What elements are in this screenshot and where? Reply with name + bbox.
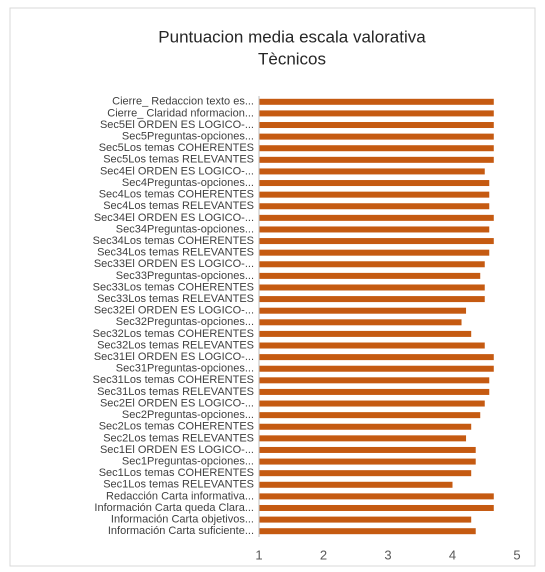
bar xyxy=(259,98,494,105)
y-tick-label: Cierre_ Claridad nformacion... xyxy=(107,107,254,119)
y-tick-label: Sec34Los temas COHERENTES xyxy=(93,235,254,247)
bar xyxy=(259,481,453,488)
bar xyxy=(259,180,490,187)
chart-title: Puntuacion media escala valorativa xyxy=(158,27,426,46)
bar xyxy=(259,133,494,140)
y-tick-label: Sec1Preguntas-opciones... xyxy=(122,455,254,467)
y-tick-label: Sec31Los temas COHERENTES xyxy=(93,374,254,386)
bar xyxy=(259,504,494,511)
y-tick-label: Sec33El ORDEN ES LOGICO-... xyxy=(94,258,254,270)
bar xyxy=(259,226,490,233)
y-tick-label: Sec32Preguntas-opciones... xyxy=(116,316,254,328)
bar xyxy=(259,272,481,279)
y-tick-label: Sec31El ORDEN ES LOGICO-... xyxy=(94,351,254,363)
bar xyxy=(259,412,481,419)
y-tick-label: Redacción Carta informativa... xyxy=(106,490,254,502)
bar xyxy=(259,446,476,453)
bar xyxy=(259,249,490,256)
y-tick-label: Sec2Preguntas-opciones... xyxy=(122,409,254,421)
bar xyxy=(259,191,490,198)
bar xyxy=(259,307,467,314)
y-tick-label: Sec33Los temas COHERENTES xyxy=(93,281,254,293)
bar xyxy=(259,342,485,349)
bar xyxy=(259,156,494,163)
bar xyxy=(259,516,472,523)
y-tick-label: Sec2Los temas COHERENTES xyxy=(99,421,254,433)
bar xyxy=(259,365,494,372)
bar xyxy=(259,168,485,175)
x-tick-label: 5 xyxy=(513,547,520,562)
bar xyxy=(259,458,476,465)
bar xyxy=(259,423,472,430)
bar xyxy=(259,330,472,337)
y-tick-label: Sec5El ORDEN ES LOGICO-... xyxy=(100,119,254,131)
bar xyxy=(259,296,485,303)
x-tick-label: 3 xyxy=(384,547,391,562)
y-tick-label: Sec4El ORDEN ES LOGICO-... xyxy=(100,165,254,177)
bar xyxy=(259,493,494,500)
bar xyxy=(259,354,494,361)
x-tick-label: 2 xyxy=(320,547,327,562)
y-tick-label: Sec4Preguntas-opciones... xyxy=(122,177,254,189)
bar xyxy=(259,203,490,210)
bar xyxy=(259,284,485,291)
y-tick-label: Sec31Los temas RELEVANTES xyxy=(97,386,254,398)
y-tick-label: Cierre_ Redaccion texto es... xyxy=(112,96,254,108)
bar xyxy=(259,261,485,268)
y-tick-label: Sec1Los temas RELEVANTES xyxy=(103,479,254,491)
y-tick-label: Sec34Los temas RELEVANTES xyxy=(97,247,254,259)
y-tick-label: Sec5Preguntas-opciones... xyxy=(122,131,254,143)
bar xyxy=(259,400,485,407)
bar xyxy=(259,528,476,535)
bar xyxy=(259,145,494,152)
y-tick-label: Información Carta queda Clara... xyxy=(94,502,254,514)
y-tick-label: Sec4Los temas COHERENTES xyxy=(99,189,254,201)
y-tick-label: Sec5Los temas COHERENTES xyxy=(99,142,254,154)
y-tick-label: Sec1El ORDEN ES LOGICO-... xyxy=(100,444,254,456)
y-tick-label: Sec34Preguntas-opciones... xyxy=(116,223,254,235)
y-tick-label: Sec32Los temas COHERENTES xyxy=(93,328,254,340)
y-tick-label: Sec31Preguntas-opciones... xyxy=(116,363,254,375)
y-tick-label: Sec33Los temas RELEVANTES xyxy=(97,293,254,305)
y-tick-label: Sec34El ORDEN ES LOGICO-... xyxy=(94,212,254,224)
y-tick-label: Sec33Preguntas-opciones... xyxy=(116,270,254,282)
bar xyxy=(259,319,462,326)
y-tick-label: Información Carta suficiente... xyxy=(108,525,254,537)
y-tick-label: Sec4Los temas RELEVANTES xyxy=(103,200,254,212)
chart-subtitle: Tècnicos xyxy=(258,49,326,68)
y-tick-label: Sec32El ORDEN ES LOGICO-... xyxy=(94,305,254,317)
bar xyxy=(259,238,494,245)
y-tick-label: Sec5Los temas RELEVANTES xyxy=(103,154,254,166)
y-tick-label: Sec2Los temas RELEVANTES xyxy=(103,432,254,444)
bar xyxy=(259,377,490,384)
y-tick-label: Sec2El ORDEN ES LOGICO-... xyxy=(100,397,254,409)
y-tick-label: Sec32Los temas RELEVANTES xyxy=(97,339,254,351)
bar xyxy=(259,470,472,477)
x-tick-label: 1 xyxy=(255,547,262,562)
bar xyxy=(259,122,494,129)
bar xyxy=(259,110,494,117)
bar xyxy=(259,435,467,442)
bar xyxy=(259,214,494,221)
bar xyxy=(259,388,490,395)
y-tick-label: Sec1Los temas COHERENTES xyxy=(99,467,254,479)
y-tick-label: Información Carta objetivos... xyxy=(111,513,254,525)
x-tick-label: 4 xyxy=(449,547,456,562)
